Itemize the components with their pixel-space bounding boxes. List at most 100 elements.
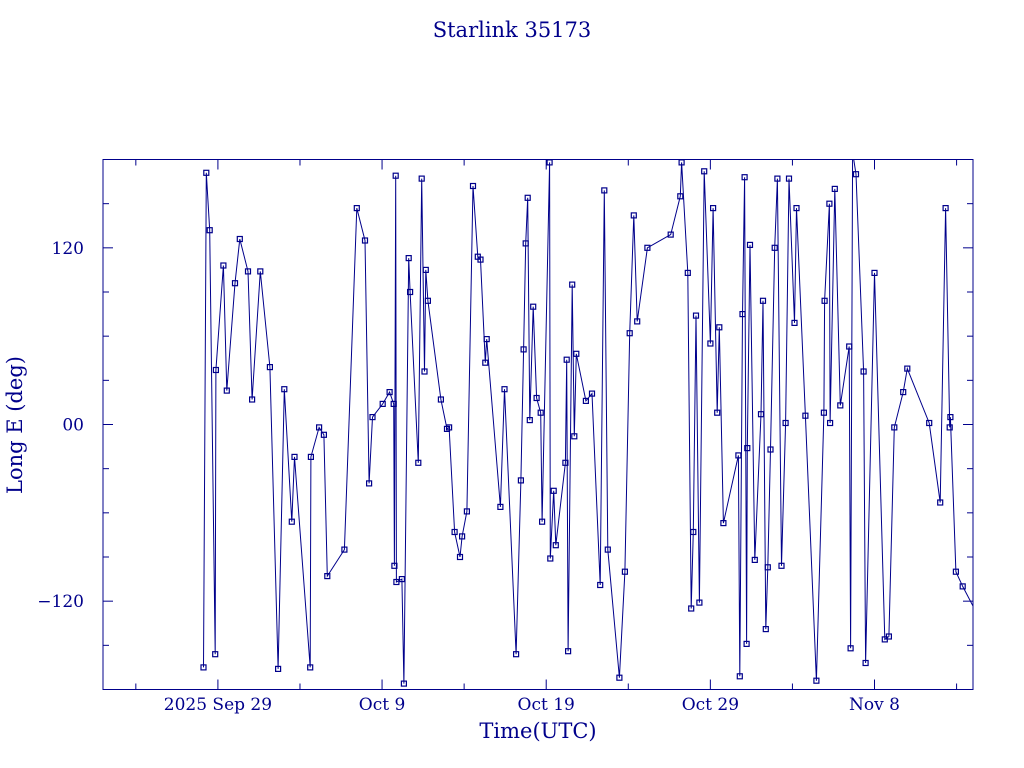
data-point — [588, 390, 596, 397]
data-point — [782, 419, 789, 427]
data-point — [456, 553, 464, 561]
data-point — [446, 424, 453, 431]
data-point — [571, 433, 578, 440]
data-point — [341, 546, 348, 553]
data-point — [785, 175, 793, 182]
data-point — [831, 185, 838, 192]
data-point — [206, 227, 213, 234]
data-point — [244, 268, 252, 275]
data-point — [538, 518, 546, 525]
data-point — [212, 651, 219, 658]
data-point — [791, 319, 798, 326]
data-point — [564, 648, 572, 655]
y-tick-label: −120 — [37, 592, 84, 612]
data-point — [714, 409, 721, 416]
data-point — [497, 503, 504, 510]
data-point — [407, 288, 414, 296]
data-point — [793, 205, 800, 212]
data-point — [220, 262, 227, 269]
data-point — [563, 356, 570, 363]
data-point — [291, 453, 298, 460]
data-point — [739, 311, 746, 318]
data-point — [860, 368, 867, 375]
data-point — [751, 556, 758, 564]
data-point — [522, 240, 529, 247]
data-point — [550, 487, 557, 494]
data-point — [846, 343, 853, 350]
data-point — [236, 235, 243, 243]
y-axis-label: Long E (deg) — [3, 356, 27, 494]
y-tick-labels: −120 00 120 — [37, 239, 84, 612]
data-point — [994, 543, 999, 548]
data-point — [707, 340, 714, 347]
data-point — [386, 389, 393, 396]
data-point — [720, 519, 727, 527]
data-point — [709, 205, 717, 212]
data-point — [361, 237, 369, 244]
data-point — [421, 368, 428, 375]
data-point — [392, 172, 399, 179]
data-point — [517, 477, 525, 484]
data-point — [821, 297, 828, 304]
data-point — [390, 400, 397, 407]
data-point — [778, 562, 785, 569]
data-point — [997, 613, 1002, 618]
data-point — [862, 659, 869, 667]
data-point — [852, 171, 860, 178]
data-point — [616, 674, 623, 681]
data-point — [678, 159, 685, 166]
data-point — [736, 673, 743, 680]
data-point — [288, 518, 295, 525]
data-point — [744, 445, 751, 452]
data-point — [684, 269, 691, 276]
data-point — [991, 443, 996, 448]
data-point — [959, 583, 966, 590]
data-point — [459, 533, 466, 540]
data-point — [604, 546, 611, 553]
data-point — [316, 424, 323, 431]
data-point — [937, 499, 944, 506]
data-point — [942, 205, 949, 212]
data-point — [626, 330, 633, 337]
data-point — [716, 324, 723, 331]
data-point — [850, 150, 855, 155]
data-point — [688, 605, 695, 612]
data-point — [526, 417, 533, 424]
data-point — [482, 359, 489, 366]
data-point — [418, 175, 425, 182]
data-point — [422, 266, 429, 273]
data-point — [904, 365, 911, 372]
data-point — [767, 446, 774, 453]
data-point — [741, 174, 748, 181]
data-point — [231, 280, 239, 287]
data-point — [802, 412, 809, 419]
data-point — [353, 205, 360, 212]
data-point — [826, 200, 833, 207]
y-tick-label: 120 — [52, 239, 84, 259]
data-point — [667, 231, 674, 238]
data-point — [692, 312, 700, 319]
data-point — [546, 159, 553, 166]
data-point — [696, 599, 703, 606]
data-point — [1011, 276, 1016, 281]
data-point — [746, 241, 754, 248]
data-point — [569, 281, 576, 288]
data-point — [987, 351, 992, 356]
data-point — [391, 562, 398, 569]
data-point — [405, 255, 412, 262]
plot-frame — [102, 159, 974, 690]
data-point — [562, 459, 569, 466]
data-point — [223, 387, 230, 394]
data-point — [764, 564, 771, 571]
data-point — [582, 397, 590, 404]
data-point — [926, 419, 933, 427]
data-point — [415, 459, 422, 466]
data-point — [547, 555, 554, 562]
data-point — [366, 480, 373, 487]
data-point — [813, 677, 820, 684]
data-point — [847, 645, 854, 652]
data-point — [774, 175, 781, 182]
data-point — [200, 664, 207, 671]
data-point — [501, 386, 508, 393]
